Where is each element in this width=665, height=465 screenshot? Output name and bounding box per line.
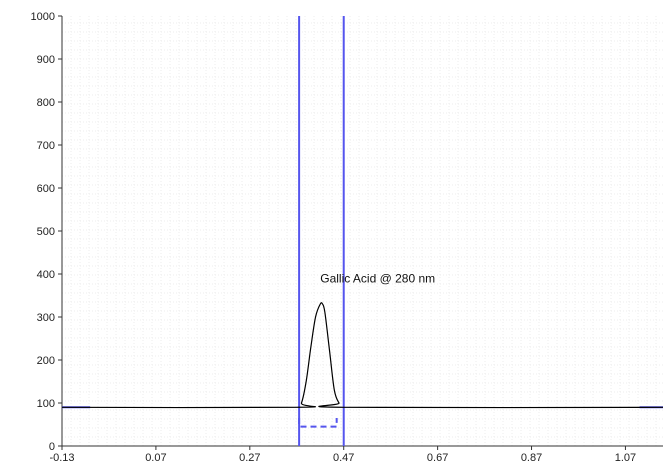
y-tick-label: 600 [37,183,55,195]
y-tick-label: 400 [37,269,55,281]
x-tick-label: 0.47 [333,452,354,464]
labels-layer: Gallic Acid @ 280 nm [320,272,435,286]
series-layer [61,302,664,409]
y-tick-label: 800 [37,97,55,109]
peak-annotation: Gallic Acid @ 280 nm [320,272,435,286]
y-tick-label: 200 [37,355,55,367]
y-tick-label: 500 [37,226,55,238]
x-tick-label: 0.87 [521,452,542,464]
axes: 0 100 200 300 400 500 600 700 800 900 1000 -0.13 0.0… [31,11,663,464]
y-tick-label: 300 [37,312,55,324]
x-tick-label: 0.67 [427,452,448,464]
x-tick-label: 0.07 [145,452,166,464]
y-tick-label: 0 [49,441,55,453]
x-tick-label: 1.07 [615,452,636,464]
x-tick-label: 0.27 [239,452,260,464]
markers [62,16,663,446]
grid [61,16,663,447]
integration-bracket [298,418,338,428]
chromatogram-trace [61,302,664,409]
y-tick-label: 1000 [31,11,55,23]
y-tick-label: 900 [37,54,55,66]
y-tick-label: 700 [37,140,55,152]
y-tick-label: 100 [37,398,55,410]
x-tick-label: -0.13 [49,452,74,464]
